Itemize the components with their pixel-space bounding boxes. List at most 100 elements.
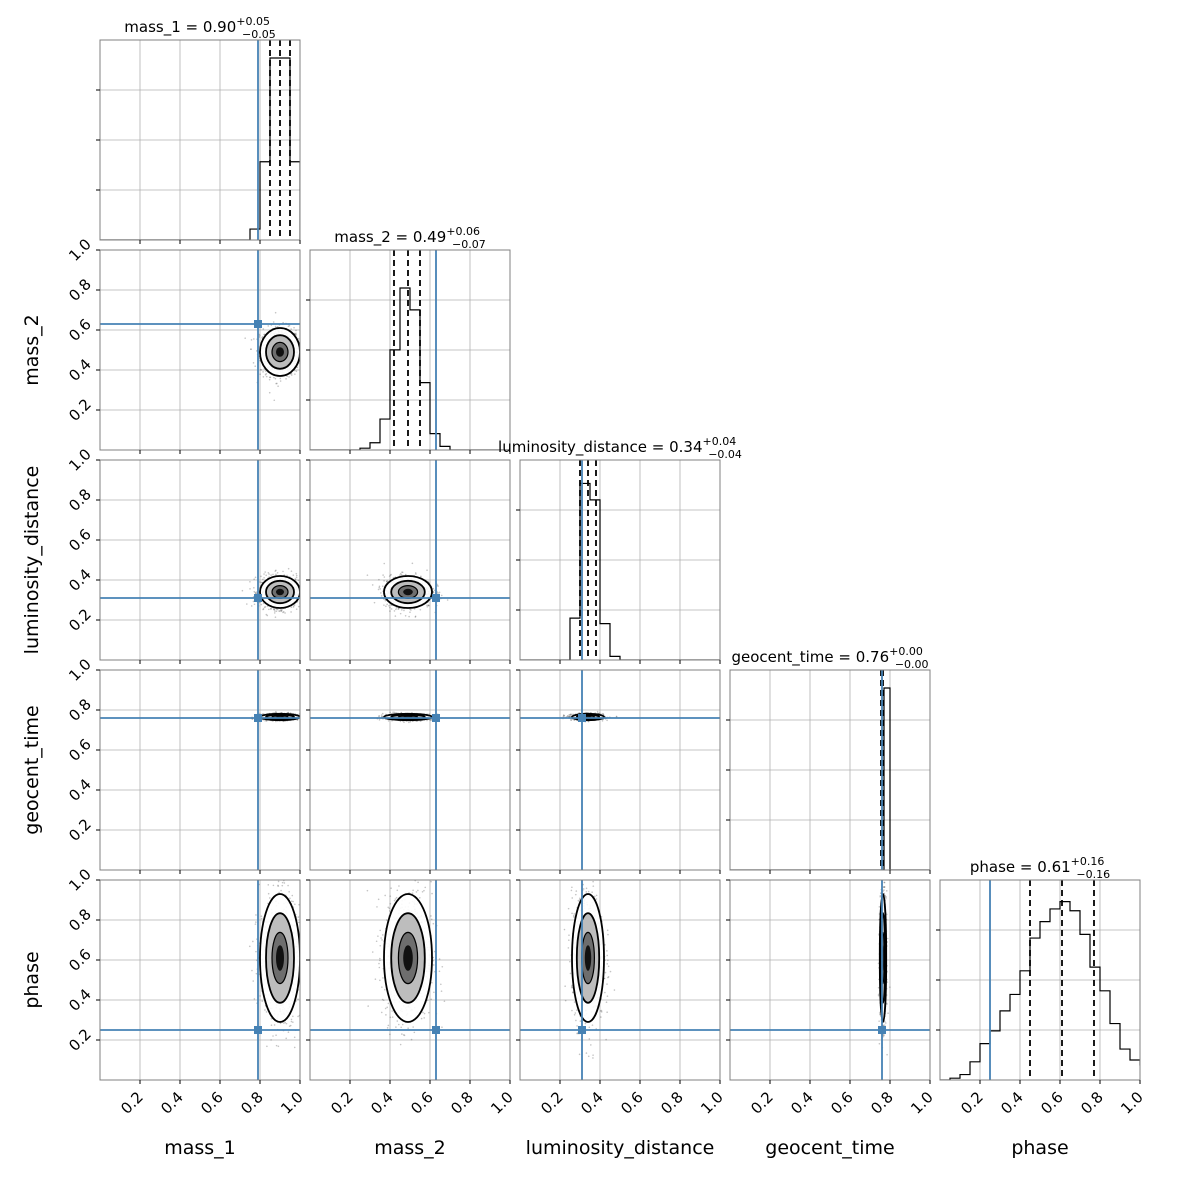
sample-point — [265, 574, 267, 577]
panel-frame — [309, 459, 511, 661]
sample-point — [385, 605, 387, 608]
panel-frame — [99, 249, 301, 451]
sample-point — [400, 711, 403, 714]
sample-point — [295, 329, 297, 332]
sample-point — [295, 332, 297, 335]
truth-marker — [254, 714, 262, 722]
sample-point — [268, 378, 271, 381]
sample-point — [410, 609, 412, 611]
sample-point — [378, 585, 381, 588]
panel-title-mass_2: mass_2 = 0.49+0.06 −0.07 — [334, 225, 485, 251]
grid-lines — [100, 460, 300, 660]
sample-point — [297, 605, 300, 608]
sample-point — [409, 720, 412, 723]
title-main: luminosity_distance = 0.34 — [498, 438, 702, 457]
panel-frame — [99, 669, 301, 871]
sample-point — [253, 578, 255, 581]
sample-point — [378, 719, 381, 721]
sample-point — [281, 609, 283, 611]
sample-point — [381, 715, 383, 718]
grid-lines — [520, 670, 720, 870]
sample-point — [432, 591, 435, 594]
sample-point — [275, 573, 277, 576]
sample-point — [254, 365, 257, 368]
sample-point — [282, 610, 285, 613]
sample-point — [265, 613, 268, 616]
sample-point — [268, 573, 270, 575]
histogram-geocent_time — [730, 687, 930, 870]
sample-point — [253, 603, 256, 606]
sample-point — [254, 591, 257, 594]
sample-point — [388, 604, 390, 607]
sample-point — [274, 616, 277, 618]
sample-point — [384, 599, 387, 602]
title-upper-error: +0.04 — [703, 435, 737, 448]
sample-point — [277, 385, 279, 388]
sample-point — [244, 337, 246, 339]
sample-point — [268, 608, 270, 611]
sample-point — [295, 576, 298, 579]
sample-point — [282, 321, 284, 324]
sample-point — [259, 373, 261, 375]
sample-point — [275, 382, 277, 385]
sample-point — [261, 337, 263, 339]
sample-point — [408, 721, 410, 724]
sample-point — [263, 606, 266, 609]
sample-point — [265, 372, 268, 375]
sample-point — [429, 719, 432, 722]
sample-point — [260, 575, 262, 578]
sample-point — [250, 605, 253, 607]
panel-title-phase: phase = 0.61+0.16 −0.16 — [970, 855, 1110, 881]
sample-point — [270, 608, 272, 610]
sample-point — [392, 711, 394, 713]
sample-point — [267, 571, 270, 574]
sample-point — [273, 376, 275, 379]
sample-point — [268, 376, 271, 379]
histogram-mass_2 — [310, 287, 510, 450]
sample-point — [286, 574, 288, 577]
sample-point — [264, 606, 267, 608]
sample-point — [426, 605, 429, 608]
sample-point — [366, 574, 369, 576]
sample-point — [290, 606, 293, 608]
sample-point — [287, 711, 290, 714]
sample-point — [415, 573, 417, 575]
sample-point — [263, 573, 265, 575]
sample-point — [395, 608, 397, 611]
title-main: mass_1 = 0.90 — [124, 18, 236, 37]
sample-point — [279, 380, 282, 382]
sample-point — [265, 375, 268, 378]
sample-point — [601, 720, 604, 722]
sample-point — [278, 610, 280, 612]
title-lower-error: −0.05 — [242, 28, 276, 41]
sample-point — [275, 569, 277, 572]
sample-point — [397, 608, 400, 610]
sample-point — [262, 602, 265, 605]
sample-point — [388, 575, 391, 577]
sample-point — [260, 603, 263, 606]
sample-point — [274, 311, 277, 314]
sample-point — [378, 586, 381, 589]
sample-point — [284, 612, 286, 614]
sample-point — [270, 607, 272, 610]
sample-point — [378, 714, 380, 717]
sample-point — [263, 333, 265, 336]
title-upper-error: +0.06 — [446, 225, 480, 238]
sample-point — [400, 573, 403, 576]
sample-point — [420, 575, 422, 578]
title-upper-error: +0.16 — [1071, 855, 1105, 868]
sample-point — [264, 719, 266, 722]
sample-point — [438, 591, 441, 594]
sample-point — [380, 592, 382, 594]
sample-point — [295, 370, 298, 373]
panel-frame — [309, 669, 511, 871]
sample-point — [290, 570, 293, 573]
sample-point — [383, 562, 386, 565]
sample-point — [387, 720, 390, 722]
sample-point — [260, 581, 262, 584]
sample-point — [255, 591, 258, 593]
sample-point — [261, 335, 264, 338]
grid-lines — [520, 460, 720, 660]
sample-point — [379, 588, 382, 590]
